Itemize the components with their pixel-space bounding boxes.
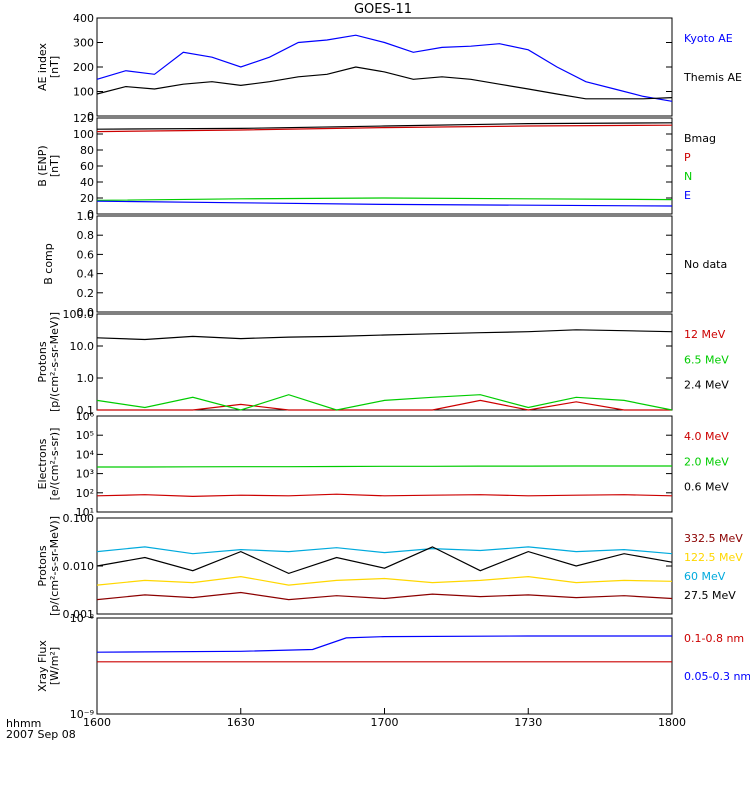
series-line-4-0-mev xyxy=(96,493,673,498)
panel-6-ylabel: [p/(cm²-s-sr-MeV)] xyxy=(48,516,61,616)
legend-0-1-0-8-nm: 0.1-0.8 nm xyxy=(684,632,744,645)
panel-3-ytick-label: 0.0 xyxy=(77,306,95,319)
footer-date: 2007 Sep 08 xyxy=(6,728,76,741)
panel-5-ytick-label: 10² xyxy=(76,487,94,500)
panel-7-ytick-label: 10⁻⁹ xyxy=(70,708,94,721)
panel-7-frame xyxy=(96,617,673,715)
legend-2-0-mev: 2.0 MeV xyxy=(684,455,729,468)
series-line-60-mev xyxy=(96,546,673,555)
panel-3-ytick-label: 0.2 xyxy=(77,287,95,300)
series-line-kyoto-ae xyxy=(96,34,673,102)
panel-2-ytick-label: 60 xyxy=(80,160,94,173)
panel-3-note: No data xyxy=(684,258,727,271)
panel-6-ytick-label: 0.010 xyxy=(63,560,95,573)
panel-4-ytick-label: 10.0 xyxy=(70,340,95,353)
x-tick-label: 1600 xyxy=(83,716,111,729)
panel-2-ytick-label: 80 xyxy=(80,144,94,157)
legend-0-05-0-3-nm: 0.05-0.3 nm xyxy=(684,670,750,683)
legend-27-5-mev: 27.5 MeV xyxy=(684,589,736,602)
legend-122-5-mev: 122.5 MeV xyxy=(684,551,743,564)
legend-bmag: Bmag xyxy=(684,132,716,145)
panel-5-ytick-label: 10¹ xyxy=(76,506,94,519)
x-tick-label: 1700 xyxy=(371,716,399,729)
panel-7-ylabel: Xray Flux xyxy=(36,640,49,692)
panel-4-ytick-label: 0.1 xyxy=(77,404,95,417)
x-tick-label: 1630 xyxy=(227,716,255,729)
legend-12-mev: 12 MeV xyxy=(684,328,726,341)
panel-6-ylabel: Protons xyxy=(36,545,49,586)
series-line-e xyxy=(96,200,673,207)
legend-n: N xyxy=(684,170,692,183)
legend-6-5-mev: 6.5 MeV xyxy=(684,353,729,366)
footer-hhmm-label: hhmm xyxy=(6,717,41,730)
series-line-2-4-mev xyxy=(96,329,673,341)
series-line-p xyxy=(96,124,673,133)
panel-7-ylabel: [W/m²] xyxy=(48,647,61,685)
panel-6-ytick-label: 0.001 xyxy=(63,608,95,621)
panel-4-frame xyxy=(96,313,673,411)
panel-7-ytick-label: 10⁻⁸ xyxy=(70,612,95,625)
panel-3-ytick-label: 0.8 xyxy=(77,229,95,242)
plot-title: GOES-11 xyxy=(354,2,412,17)
panel-5-ytick-label: 10³ xyxy=(76,468,94,481)
panel-3-frame xyxy=(96,215,673,313)
panel-1-ytick-label: 100 xyxy=(73,86,94,99)
series-line-6-5-mev xyxy=(96,394,673,411)
panel-5-ytick-label: 10⁶ xyxy=(76,410,95,423)
series-line-themis-ae xyxy=(96,66,673,100)
panel-2-ytick-label: 100 xyxy=(73,128,94,141)
legend-themis-ae: Themis AE xyxy=(683,71,742,84)
panel-2-ylabel: B (ENP) xyxy=(36,145,49,186)
x-tick-label: 1800 xyxy=(658,716,686,729)
panel-3-ytick-label: 1.0 xyxy=(77,210,95,223)
legend-0-6-mev: 0.6 MeV xyxy=(684,481,729,494)
series-line-332-5-mev xyxy=(96,591,673,601)
panel-1-ytick-label: 300 xyxy=(73,37,94,50)
x-tick-label: 1730 xyxy=(514,716,542,729)
panel-2-ytick-label: 20 xyxy=(80,192,94,205)
panel-5-ylabel: Electrons xyxy=(36,438,49,489)
legend-332-5-mev: 332.5 MeV xyxy=(684,532,743,545)
panel-1-ytick-label: 400 xyxy=(73,12,94,25)
panel-6-ytick-label: 0.100 xyxy=(63,512,95,525)
series-line-122-5-mev xyxy=(96,575,673,586)
legend-e: E xyxy=(684,189,691,202)
panel-1-ytick-label: 0 xyxy=(87,110,94,123)
legend-2-4-mev: 2.4 MeV xyxy=(684,379,729,392)
series-line-n xyxy=(96,197,673,201)
panel-2-ytick-label: 0 xyxy=(87,208,94,221)
panel-1-ylabel: AE index xyxy=(36,42,49,91)
panel-5-frame xyxy=(96,415,673,513)
series-line-0-05-0-3-nm xyxy=(96,635,672,653)
legend-4-0-mev: 4.0 MeV xyxy=(684,430,729,443)
panel-5-ytick-label: 10⁴ xyxy=(76,448,95,461)
panel-2-ytick-label: 40 xyxy=(80,176,94,189)
panel-2-ytick-label: 120 xyxy=(73,112,94,125)
legend-p: P xyxy=(684,151,691,164)
legend-60-mev: 60 MeV xyxy=(684,570,726,583)
panel-1-ylabel: [nT] xyxy=(48,56,61,78)
panel-6-frame xyxy=(96,517,673,615)
panel-4-ytick-label: 1.0 xyxy=(77,372,95,385)
panel-4-ytick-label: 100.0 xyxy=(63,308,95,321)
panel-5-ytick-label: 10⁵ xyxy=(76,429,94,442)
legend-kyoto-ae: Kyoto AE xyxy=(684,32,733,45)
series-line-27-5-mev xyxy=(96,546,673,575)
panel-5-ylabel: [e/(cm²-s-sr)] xyxy=(48,428,61,501)
panel-2-ylabel: [nT] xyxy=(48,155,61,177)
series-line-bmag xyxy=(96,122,673,130)
panel-4-ylabel: [p/(cm²-s-sr-MeV)] xyxy=(48,312,61,412)
panel-3-ylabel: B comp xyxy=(42,243,55,285)
panel-3-ytick-label: 0.4 xyxy=(77,268,95,281)
panel-3-ytick-label: 0.6 xyxy=(77,248,95,261)
panel-1-ytick-label: 200 xyxy=(73,61,94,74)
series-line-2-0-mev xyxy=(97,465,672,468)
panel-4-ylabel: Protons xyxy=(36,341,49,382)
series-line-12-mev xyxy=(97,399,672,411)
panel-1-frame xyxy=(96,17,673,117)
